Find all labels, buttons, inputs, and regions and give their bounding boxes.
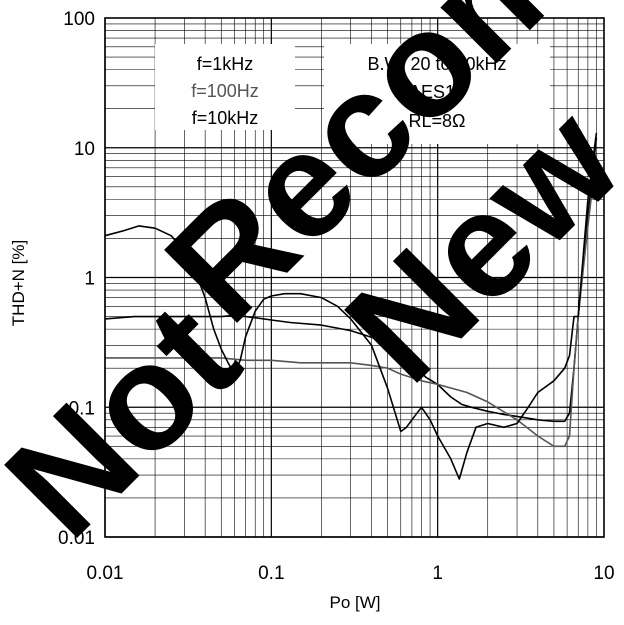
x-axis-label: Po [W] <box>329 593 380 612</box>
x-tick-label: 1 <box>432 563 443 584</box>
condition-load: RL=8Ω <box>409 111 466 131</box>
legend-entry-0: f=1kHz <box>197 54 254 74</box>
x-tick-label: 10 <box>593 563 614 584</box>
legend-entry-2: f=10kHz <box>192 108 259 128</box>
y-axis-label: THD+N [%] <box>9 240 28 326</box>
legend-box <box>155 44 295 130</box>
legend-entry-1: f=100Hz <box>191 81 259 101</box>
series-layer <box>104 132 598 480</box>
y-tick-label: 0.01 <box>58 528 95 549</box>
conditions-box <box>324 44 550 144</box>
condition-filter: AES17 <box>409 82 465 102</box>
tick-labels: 0.01 0.1 1 10 100 10 1 0.1 0.01 <box>58 9 615 584</box>
x-tick-label: 0.01 <box>87 563 124 584</box>
y-tick-label: 100 <box>63 9 95 30</box>
legend: f=1kHz f=100Hz f=10kHz <box>191 54 259 128</box>
x-tick-label: 0.1 <box>258 563 284 584</box>
plot-frame <box>104 17 605 538</box>
condition-bandwidth: B.W. 20 to 20kHz <box>367 54 506 74</box>
y-tick-label: 1 <box>84 269 95 290</box>
y-tick-label: 0.1 <box>69 398 95 419</box>
y-tick-label: 10 <box>74 139 95 160</box>
series-line-2 <box>104 132 598 480</box>
